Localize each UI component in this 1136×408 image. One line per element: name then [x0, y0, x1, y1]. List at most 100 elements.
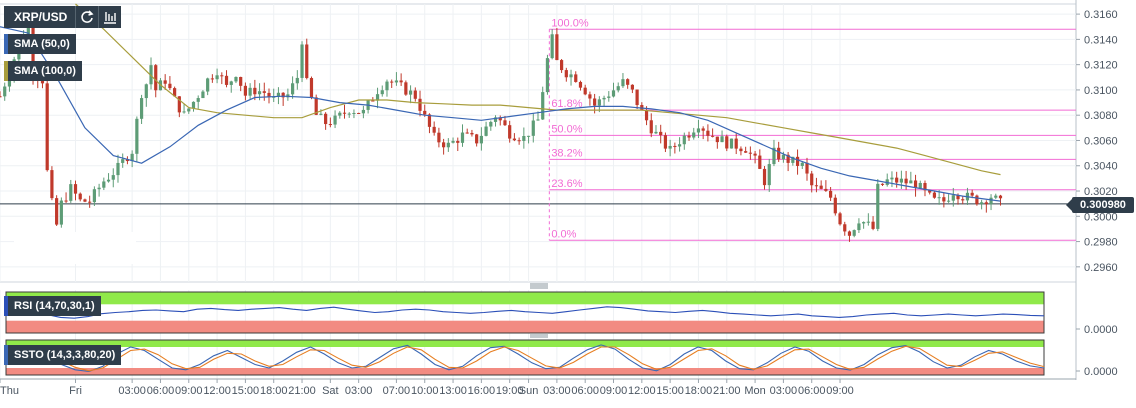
candle-body — [276, 92, 281, 97]
candle-body — [626, 79, 630, 85]
rsi-swatch — [4, 296, 8, 316]
candle-body — [281, 92, 285, 98]
candle-body — [272, 96, 276, 98]
candle-body — [503, 120, 507, 126]
candle-body — [866, 221, 870, 223]
candle-body — [616, 86, 620, 91]
candle-body — [305, 44, 309, 79]
candle-body — [541, 92, 545, 120]
candle-body — [423, 110, 427, 115]
candle-body — [725, 136, 729, 149]
symbol-toolbar: XRP/USD — [4, 6, 122, 28]
candle-body — [253, 87, 257, 95]
x-tick-label: 06:00 — [798, 385, 826, 397]
candle-body — [210, 78, 214, 80]
candle-body — [470, 132, 474, 135]
fib-label: 23.6% — [551, 178, 582, 190]
candle-body — [385, 81, 389, 91]
candle-body — [442, 142, 446, 148]
candle-body — [550, 34, 554, 59]
candle-body — [838, 213, 842, 225]
candle-body — [677, 144, 682, 147]
candlesticks[interactable] — [0, 11, 1003, 242]
candle-body — [206, 78, 210, 92]
candle-body — [795, 156, 800, 166]
candle-body — [753, 153, 757, 156]
candle-body — [427, 114, 432, 127]
candle-body — [475, 134, 479, 144]
candle-body — [484, 126, 488, 136]
ssto-d-line — [5, 345, 1045, 372]
candle-body — [975, 195, 979, 205]
x-tick-label: 16:00 — [468, 385, 496, 397]
candle-body — [668, 145, 672, 149]
sma100-swatch — [4, 61, 8, 81]
candle-body — [899, 178, 903, 183]
ssto-panel: 0.0000 — [5, 339, 1118, 378]
x-tick-label: 07:00 — [383, 385, 411, 397]
candle-body — [3, 86, 7, 97]
x-tick-label: 09:00 — [600, 385, 628, 397]
candle-body — [810, 173, 814, 186]
candle-body — [706, 130, 710, 136]
candle-body — [564, 70, 568, 78]
rsi-tag[interactable]: RSI (14,70,30,1) — [4, 296, 101, 316]
candle-body — [394, 80, 399, 83]
candle-body — [50, 170, 54, 199]
ssto-tag[interactable]: SSTO (14,3,3,80,20) — [4, 345, 122, 365]
sma100-tag[interactable]: SMA (100,0) — [4, 61, 82, 81]
refresh-icon[interactable] — [75, 6, 98, 28]
candle-body — [805, 162, 809, 174]
candle-body — [319, 113, 323, 115]
candle-body — [177, 96, 181, 113]
candle-body — [744, 151, 748, 153]
ssto-label: SSTO (14,3,3,80,20) — [14, 349, 116, 361]
candle-body — [871, 221, 875, 229]
x-tick-label: 21:00 — [713, 385, 741, 397]
x-tick-label: 15:00 — [656, 385, 684, 397]
ssto-k-line — [5, 344, 1045, 373]
candle-body — [290, 83, 295, 95]
candle-body — [465, 132, 469, 134]
candle-body — [578, 81, 583, 88]
fib-label: 38.2% — [551, 147, 582, 159]
y-tick-label: 0.3100 — [1084, 85, 1118, 97]
candle-body — [479, 135, 483, 144]
x-tick-label: 03:00 — [770, 385, 798, 397]
y-tick-label: 0.3020 — [1084, 186, 1118, 198]
candle-body — [956, 195, 960, 200]
candle-body — [673, 145, 677, 147]
y-tick-label: 0.3040 — [1084, 161, 1118, 173]
x-tick-label: 15:00 — [232, 385, 260, 397]
candle-body — [97, 187, 101, 190]
candle-body — [786, 154, 790, 163]
candle-body — [597, 99, 601, 106]
candle-body — [522, 136, 526, 141]
candle-body — [569, 74, 573, 78]
candle-body — [895, 177, 899, 183]
oversold-zone — [6, 368, 1044, 375]
candle-body — [989, 197, 993, 205]
overbought-zone — [6, 292, 1044, 305]
candle-body — [201, 91, 205, 99]
candle-body — [78, 193, 82, 200]
candle-body — [69, 184, 73, 201]
x-tick-label: Mon — [744, 385, 765, 397]
y-tick-label: 0.3160 — [1084, 9, 1118, 21]
y-tick-label: 0.3120 — [1084, 60, 1118, 72]
candle-body — [828, 190, 833, 198]
candle-body — [404, 82, 408, 95]
sma50-tag[interactable]: SMA (50,0) — [4, 34, 76, 54]
symbol-label[interactable]: XRP/USD — [14, 10, 68, 24]
rsi-line — [5, 306, 1045, 319]
candle-body — [224, 75, 229, 85]
candle-body — [909, 180, 913, 184]
candle-body — [772, 147, 776, 165]
candle-body — [984, 202, 988, 205]
candles-icon[interactable] — [98, 6, 121, 28]
candle-body — [559, 60, 564, 71]
candle-body — [663, 135, 668, 149]
candle-body — [937, 197, 941, 199]
candle-body — [361, 109, 365, 114]
candle-body — [857, 223, 861, 231]
